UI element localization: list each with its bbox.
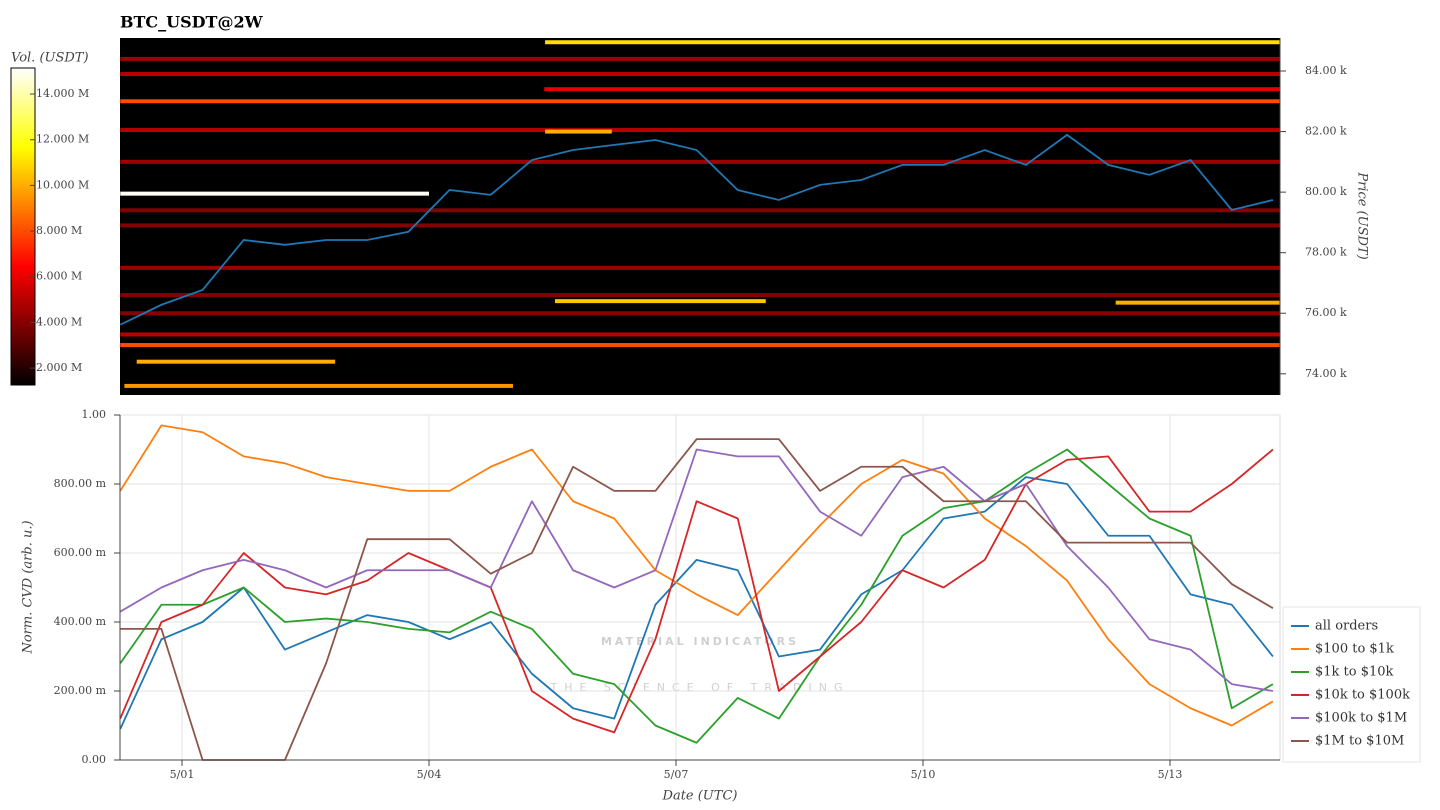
colorbar-tick-label: 10.000 M — [36, 178, 89, 191]
liquidity-band — [545, 40, 1280, 45]
legend-label: $10k to $100k — [1315, 688, 1410, 703]
cvd-line — [120, 438, 1274, 761]
liquidity-band — [120, 191, 429, 196]
liquidity-band — [120, 99, 1281, 104]
liquidity-band — [120, 332, 1281, 337]
legend — [1282, 606, 1421, 763]
x-tick-label: 5/07 — [664, 768, 689, 781]
x-tick-label: 5/13 — [1158, 768, 1183, 781]
liquidity-band — [120, 159, 1281, 164]
cvd-line — [119, 448, 1274, 692]
liquidity-band — [120, 343, 1281, 348]
y-tick-label: 76.00 k — [1305, 306, 1347, 319]
colorbar-tick-label: 14.000 M — [36, 87, 89, 100]
liquidity-band — [136, 359, 336, 364]
legend-label: all orders — [1315, 619, 1378, 634]
x-tick-label: 5/10 — [911, 768, 936, 781]
liquidity-band — [545, 129, 612, 134]
colorbar-tick-label: 2.000 M — [36, 361, 82, 374]
colorbar-tick-label: 12.000 M — [36, 133, 89, 146]
heatmap-plot — [119, 40, 1281, 388]
y-tick-label: 400.00 m — [54, 615, 107, 628]
liquidity-band — [1115, 300, 1280, 305]
cvd-line — [119, 448, 1274, 734]
cvd-line — [119, 448, 1274, 744]
y-axis-label: Norm. CVD (arb. u.) — [21, 520, 36, 654]
liquidity-band — [544, 87, 1280, 92]
y-tick-label: 84.00 k — [1305, 64, 1347, 77]
y-tick-label: 74.00 k — [1305, 367, 1347, 380]
colorbar — [10, 67, 36, 386]
colorbar-tick-label: 6.000 M — [36, 270, 82, 283]
y-tick-label: 80.00 k — [1305, 185, 1347, 198]
liquidity-band — [120, 208, 1281, 213]
x-tick-label: 5/04 — [417, 768, 442, 781]
cvd-line — [119, 476, 1274, 730]
liquidity-band — [124, 383, 513, 388]
heatmap-background — [120, 38, 1280, 395]
y-tick-label: 1.00 — [82, 408, 107, 421]
legend-label: $100 to $1k — [1315, 642, 1394, 657]
legend-label: $100k to $1M — [1315, 711, 1407, 726]
x-axis-label: Date (UTC) — [662, 789, 738, 804]
colorbar-tick-label: 4.000 M — [36, 315, 82, 328]
y-axis-label: Price (USDT) — [1355, 171, 1370, 259]
chart-title: BTC_USDT@2W — [120, 13, 264, 32]
colorbar-tick-label: 8.000 M — [36, 224, 82, 237]
legend-label: $1k to $10k — [1315, 665, 1394, 680]
liquidity-band — [120, 72, 1281, 77]
liquidity-band — [120, 56, 1281, 61]
liquidity-band — [120, 265, 1281, 270]
y-tick-label: 800.00 m — [54, 477, 107, 490]
x-tick-label: 5/01 — [170, 768, 195, 781]
y-tick-label: 200.00 m — [54, 684, 107, 697]
price-line — [119, 133, 1274, 326]
liquidity-band — [120, 223, 1281, 228]
y-tick-label: 600.00 m — [54, 546, 107, 559]
watermark-subtitle: THE SCIENCE OF TRADING — [549, 681, 849, 694]
liquidity-band — [120, 293, 1281, 298]
y-tick-label: 82.00 k — [1305, 125, 1347, 138]
liquidity-band — [554, 299, 766, 304]
legend-label: $1M to $10M — [1315, 734, 1404, 749]
y-tick-label: 0.00 — [82, 753, 107, 766]
liquidity-band — [120, 311, 1281, 316]
y-tick-label: 78.00 k — [1305, 246, 1347, 259]
liquidity-band — [120, 128, 1281, 133]
cvd-line — [119, 424, 1274, 727]
watermark-title: MATERIAL INDICATORS — [601, 635, 799, 648]
colorbar-label: Vol. (USDT) — [11, 51, 89, 66]
